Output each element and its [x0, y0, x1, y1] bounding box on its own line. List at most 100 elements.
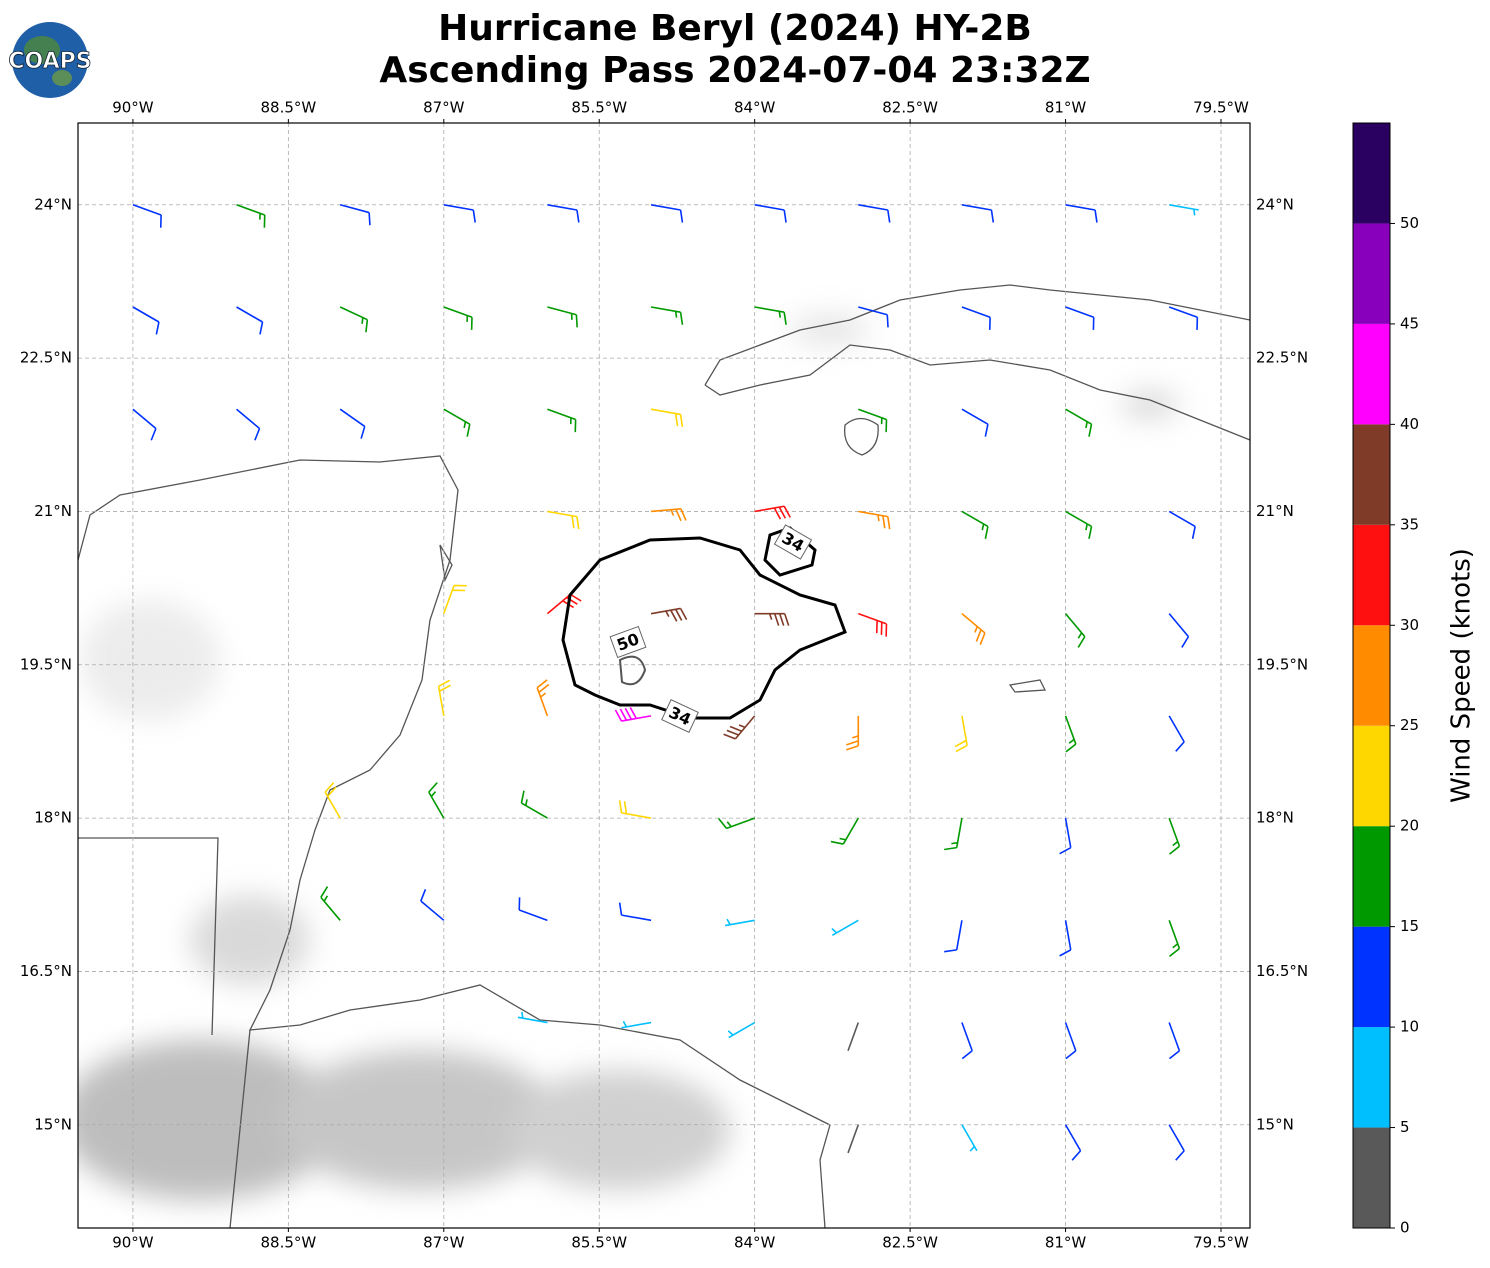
wind-barb	[858, 306, 889, 328]
wind-barb	[724, 918, 755, 927]
wind-barb	[546, 593, 582, 615]
wind-barb	[1168, 613, 1190, 648]
wind-barb	[847, 1022, 860, 1052]
wind-barb	[547, 510, 580, 530]
contour-label: 50	[609, 625, 647, 659]
wind-barb	[443, 584, 467, 614]
wind-barb	[858, 203, 891, 223]
y-tick-label: 22.5°N	[20, 349, 72, 367]
y-tick-label: 19.5°N	[1256, 655, 1308, 673]
wind-barb	[650, 203, 684, 223]
wind-barb	[961, 306, 991, 330]
wind-barb	[428, 782, 445, 819]
colorbar-segment	[1353, 926, 1390, 1028]
wind-barb	[754, 306, 787, 325]
colorbar-segment	[1353, 625, 1390, 726]
wind-barb	[858, 612, 888, 637]
y-tick-label: 15°N	[34, 1115, 72, 1133]
colorbar-tick-label: 40	[1400, 415, 1419, 433]
wind-barb	[420, 888, 445, 921]
wind-barb	[614, 706, 652, 722]
y-tick-label: 16.5°N	[20, 962, 72, 980]
x-tick-label: 79.5°W	[1193, 1234, 1249, 1252]
colorbar-tick-label: 45	[1400, 314, 1419, 332]
wind-barb	[1064, 1022, 1077, 1060]
colorbar-tick-label: 10	[1400, 1018, 1419, 1036]
contours	[561, 526, 847, 720]
wind-barb	[1059, 817, 1072, 855]
y-tick-label: 24°N	[1256, 195, 1294, 213]
x-tick-label: 81°W	[1045, 99, 1087, 117]
x-tick-label: 88.5°W	[260, 99, 316, 117]
wind-barb	[547, 408, 577, 433]
colorbar-segment	[1353, 826, 1390, 927]
y-tick-label: 24°N	[34, 195, 72, 213]
colorbar-segment	[1353, 1027, 1390, 1128]
x-tick-label: 84°W	[734, 99, 776, 117]
contour-line	[618, 655, 647, 686]
wind-barb	[520, 790, 548, 819]
y-tick-label: 18°N	[34, 809, 72, 827]
wind-barb	[324, 782, 341, 819]
x-tick-label: 90°W	[112, 99, 154, 117]
title-line: Ascending Pass 2024-07-04 23:32Z	[379, 50, 1090, 91]
wind-barb	[547, 203, 580, 223]
wind-barb	[830, 817, 859, 845]
colorbar-segment	[1353, 725, 1390, 827]
y-tick-label: 15°N	[1256, 1115, 1294, 1133]
wind-barb	[1064, 613, 1086, 648]
wind-barb	[443, 306, 473, 330]
colorbar-tick-label: 35	[1400, 515, 1419, 533]
x-tick-label: 87°W	[423, 99, 465, 117]
colorbar-segment	[1353, 323, 1390, 425]
contour-line	[561, 536, 847, 720]
y-tick-label: 22.5°N	[1256, 349, 1308, 367]
wind-barb	[443, 203, 476, 223]
wind-barb	[723, 715, 756, 740]
map-frame	[77, 122, 1251, 1229]
wind-barb	[650, 306, 684, 325]
contour-label-box	[773, 524, 813, 560]
wind-barb	[1168, 1124, 1185, 1161]
wind-barb	[1065, 510, 1093, 539]
x-tick-label: 88.5°W	[260, 1234, 316, 1252]
colorbar-tick-label: 0	[1400, 1219, 1410, 1237]
colorbar-segment	[1353, 123, 1390, 224]
wind-barb	[517, 1011, 548, 1024]
wind-barb	[754, 612, 790, 626]
x-tick-label: 87°W	[423, 1234, 465, 1252]
wind-barb	[547, 306, 578, 328]
wind-barb	[954, 715, 968, 753]
wind-barb	[961, 1022, 973, 1060]
border	[78, 837, 251, 1228]
wind-barb	[618, 902, 652, 922]
colorbar-tick-label: 15	[1400, 917, 1419, 935]
wind-barb	[536, 679, 550, 717]
wind-barb	[961, 1124, 978, 1152]
wind-barb	[1168, 1022, 1181, 1060]
x-tick-label: 90°W	[112, 1234, 154, 1252]
contour-label-box	[661, 699, 699, 733]
contour-label: 34	[661, 699, 699, 733]
wind-barb	[236, 204, 266, 228]
y-tick-label: 21°N	[1256, 502, 1294, 520]
wind-barb	[1065, 408, 1093, 437]
wind-barb	[1168, 306, 1199, 330]
wind-barb	[618, 800, 652, 819]
wind-barb	[1168, 817, 1181, 855]
y-tick-label: 16.5°N	[1256, 962, 1308, 980]
colorbar-segment	[1353, 524, 1390, 626]
x-tick-label: 82.5°W	[882, 1234, 938, 1252]
wind-barb	[132, 204, 162, 228]
wind-barb	[1065, 306, 1095, 330]
wind-barb	[621, 1020, 652, 1029]
colorbar-tick-label: 50	[1400, 214, 1419, 232]
logo: COAPS	[8, 22, 92, 98]
wind-barb	[1168, 920, 1181, 957]
x-tick-label: 82.5°W	[882, 99, 938, 117]
colorbar-tick-label: 25	[1400, 716, 1419, 734]
wind-barb	[717, 817, 755, 830]
wind-barb	[1059, 920, 1072, 957]
y-tick-label: 19.5°N	[20, 655, 72, 673]
